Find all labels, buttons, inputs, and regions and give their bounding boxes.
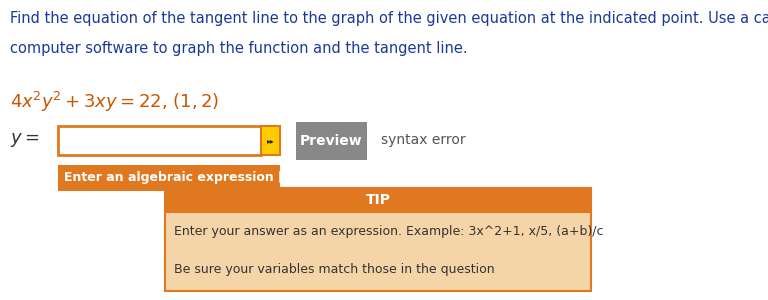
Text: Enter your answer as an expression. Example: 3x^2+1, x/5, (a+b)/c: Enter your answer as an expression. Exam…	[174, 225, 604, 238]
Text: ▸▸: ▸▸	[266, 136, 275, 145]
Text: Be sure your variables match those in the question: Be sure your variables match those in th…	[174, 262, 495, 275]
Text: syntax error: syntax error	[381, 133, 465, 147]
Bar	[261, 126, 280, 154]
Text: Preview: Preview	[300, 134, 362, 148]
Bar	[58, 126, 261, 154]
Text: Find the equation of the tangent line to the graph of the given equation at the : Find the equation of the tangent line to…	[10, 11, 768, 26]
Text: TIP: TIP	[366, 193, 391, 207]
Bar	[58, 165, 280, 190]
Bar	[165, 188, 591, 213]
Text: $y =$: $y =$	[10, 131, 40, 149]
Text: $4x^2y^2 + 3xy = 22$, $(1, 2)$: $4x^2y^2 + 3xy = 22$, $(1, 2)$	[10, 90, 220, 114]
Text: Enter an algebraic expression [more..]: Enter an algebraic expression [more..]	[64, 171, 336, 184]
Bar	[165, 188, 591, 291]
Bar	[296, 122, 367, 160]
Text: computer software to graph the function and the tangent line.: computer software to graph the function …	[10, 40, 468, 56]
